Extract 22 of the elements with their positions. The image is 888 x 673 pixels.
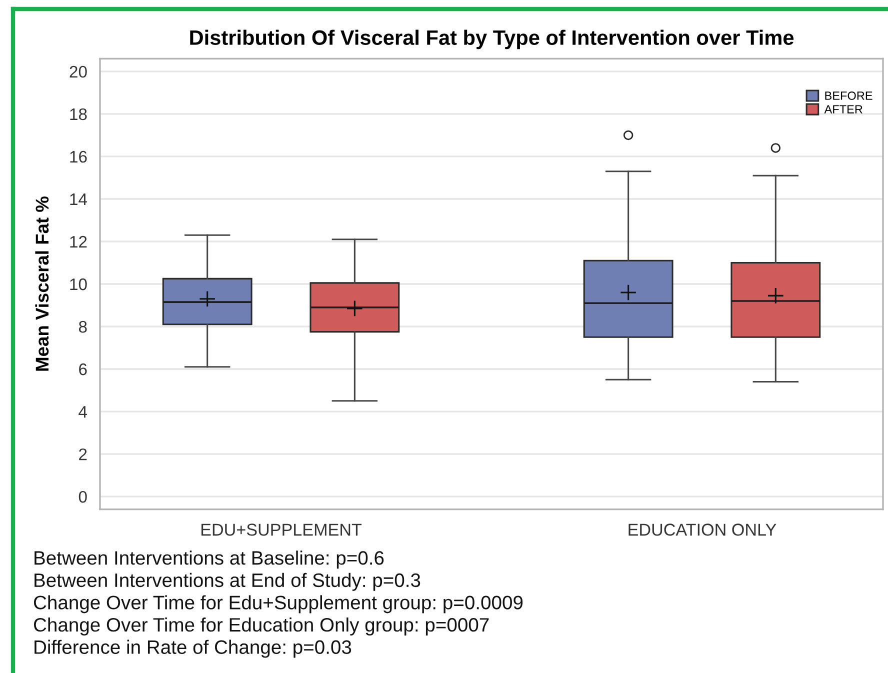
text: Between Interventions at Baseline: p=0.6: [34, 550, 384, 569]
text: Between Interventions at End of Study: p=0.3: [34, 572, 420, 591]
text: Change Over Time for Edu+Supplement group: p=0.0009: [34, 595, 523, 614]
x-tick-label: EDUCATION ONLY: [628, 524, 776, 536]
y-tick-label: 2: [79, 448, 87, 460]
y-tick-label: 18: [70, 108, 87, 120]
y-tick-label: 8: [78, 320, 87, 333]
text: Difference in Rate of Change: p=0.03: [34, 640, 352, 658]
y-tick-label: 6: [79, 363, 87, 376]
y-tick-label: 10: [70, 278, 87, 290]
y-tick-label: 14: [70, 194, 88, 206]
y-tick-label: 20: [70, 66, 87, 78]
y-tick-label: 0: [78, 490, 87, 503]
legend-label: AFTER: [824, 105, 862, 114]
y-axis-title: Mean Visceral Fat %: [35, 196, 49, 371]
x-tick-label: EDU+SUPPLEMENT: [201, 524, 362, 536]
chart-title: Distribution Of Visceral Fat by Type of Intervention over Time: [190, 30, 794, 50]
y-tick-label: 12: [70, 236, 87, 248]
y-tick-label: 4: [78, 406, 88, 418]
y-tick-label: 16: [70, 150, 87, 163]
text: Change Over Time for Education Only group: p=0007: [34, 618, 489, 636]
legend-label: BEFORE: [825, 92, 872, 100]
